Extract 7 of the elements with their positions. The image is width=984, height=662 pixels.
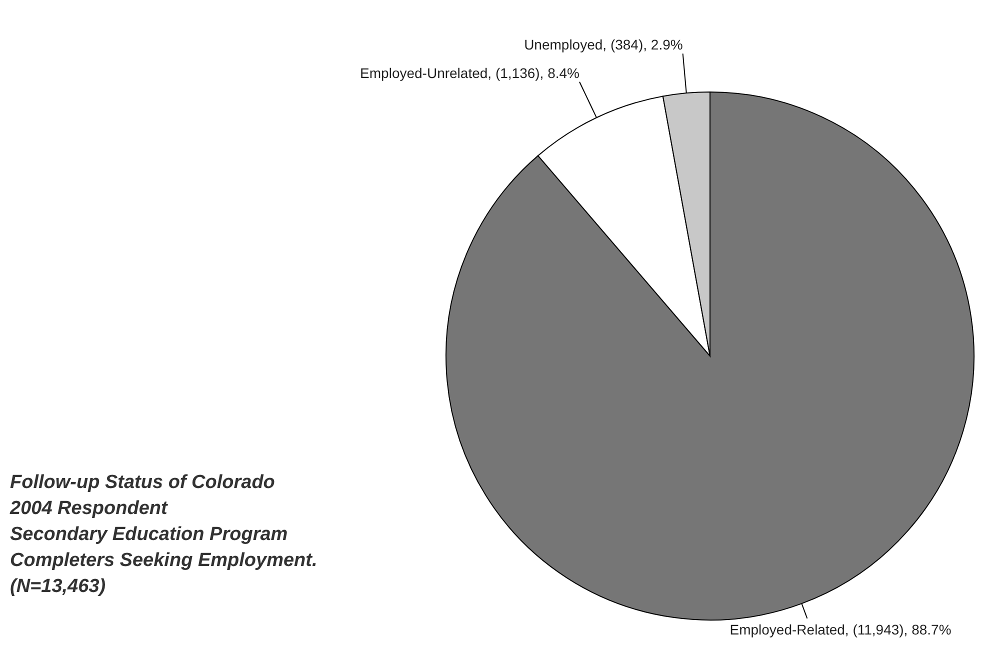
slice-label: Employed-Related, (11,943), 88.7% xyxy=(730,621,952,638)
text: Follow-up Status of Colorado 2004 Respondent Secondary Education Program Completers Seeking Employment. xyxy=(9,472,318,571)
slice-label: Unemployed, (384), 2.9% xyxy=(524,36,683,53)
pie-slice xyxy=(446,92,974,620)
text: (N=13,463) xyxy=(10,576,106,597)
pie-slice xyxy=(538,96,710,356)
slice-label: Employed-Unrelated, (1,136), 8.4% xyxy=(360,64,580,81)
